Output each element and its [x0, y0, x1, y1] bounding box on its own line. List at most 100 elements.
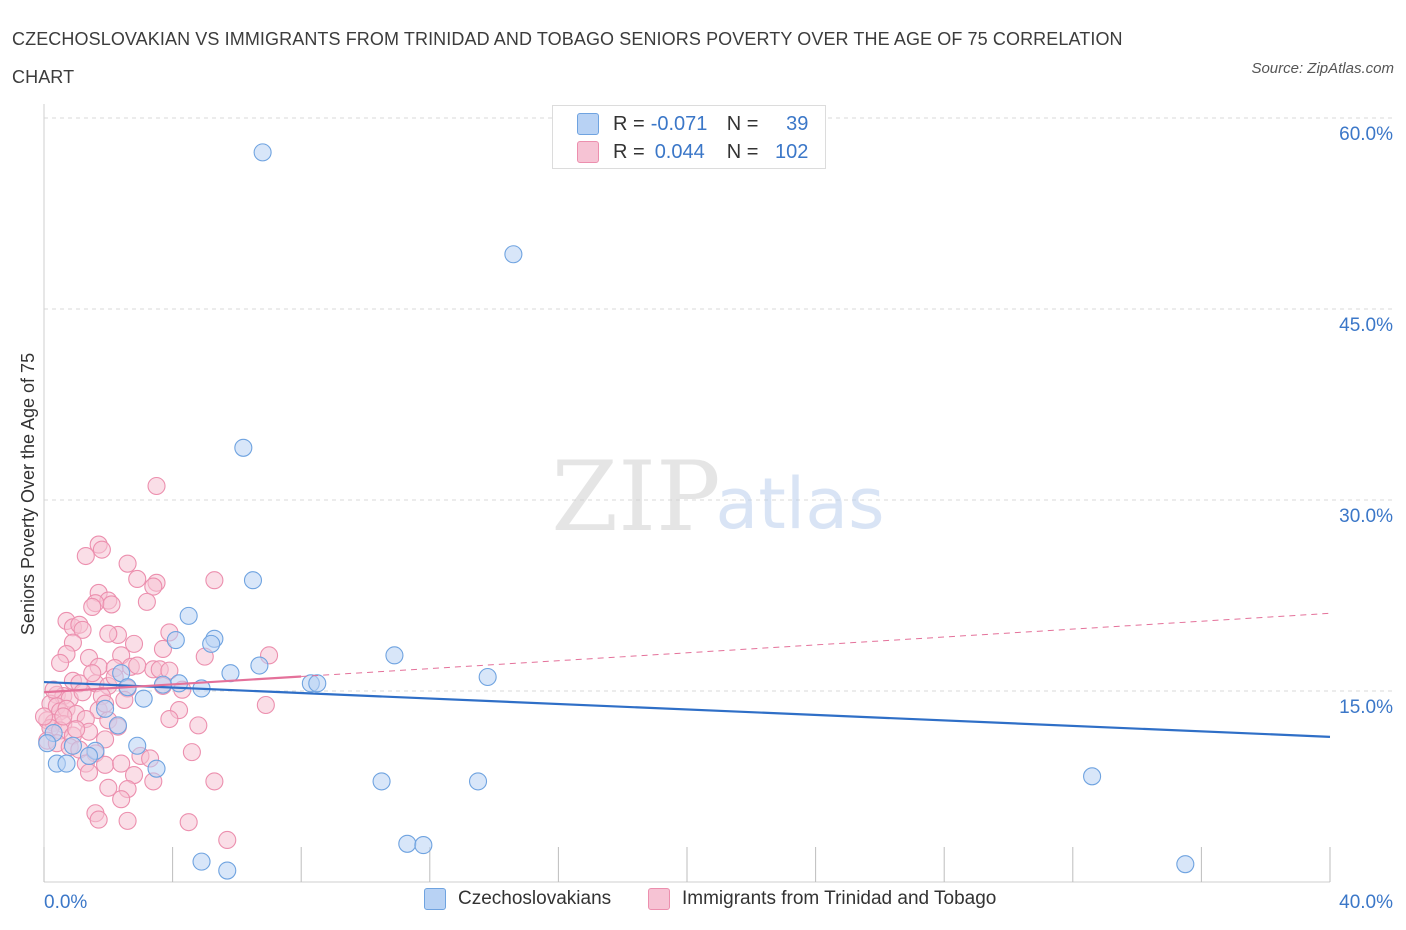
watermark-atlas: atlas — [715, 463, 884, 545]
trinidad-point — [160, 709, 179, 729]
trinidad-point — [99, 624, 118, 643]
series-swatch-pink — [648, 888, 670, 910]
chart-title: CZECHOSLOVAKIAN VS IMMIGRANTS FROM TRINI… — [12, 29, 1123, 87]
czech-point — [192, 852, 211, 871]
y-axis-label: Seniors Poverty Over the Age of 75 — [18, 353, 38, 635]
trinidad-point — [79, 763, 99, 782]
trinidad-point — [92, 540, 111, 559]
series-legend-trinidad[interactable]: Immigrants from Trinidad and Tobago — [648, 888, 996, 910]
trinidad-point — [67, 720, 86, 739]
legend-n-value: 102 — [775, 140, 809, 163]
data-points — [34, 143, 1195, 880]
legend-row-trinidad: R = 0.044 N = 102 — [577, 138, 808, 166]
trinidad-point — [73, 683, 92, 702]
grid-lines — [44, 117, 1392, 692]
x-tick-label: 40.0% — [1339, 892, 1393, 913]
czech-point — [372, 772, 391, 791]
trinidad-point — [89, 810, 108, 829]
axes — [43, 104, 1331, 883]
trinidad-point — [256, 695, 275, 715]
trinidad-point — [76, 546, 95, 566]
czech-point — [1176, 855, 1195, 874]
trinidad-point — [218, 830, 237, 850]
trinidad-point — [128, 656, 147, 675]
czech-point — [218, 861, 237, 880]
stats-legend: R = -0.071 N = 39 R = 0.044 N = 102 — [552, 105, 826, 169]
trend-lines — [43, 612, 1331, 738]
trinidad-point — [124, 634, 144, 653]
watermark-zip: ZIP — [551, 441, 720, 553]
czech-point — [250, 656, 269, 675]
czech-point — [63, 736, 82, 755]
trinidad-trend-extension — [301, 612, 1331, 677]
trinidad-point — [205, 772, 224, 791]
legend-n-label: N = — [726, 140, 759, 163]
trinidad-point — [137, 592, 156, 611]
trinidad-point — [182, 743, 201, 762]
legend-r-label: R = — [613, 140, 645, 163]
trinidad-point — [83, 664, 102, 683]
trinidad-point — [73, 620, 92, 639]
czech-trend-line — [43, 680, 1331, 738]
trinidad-point — [153, 639, 173, 659]
trinidad-point — [112, 754, 131, 773]
legend-swatch-pink — [577, 141, 599, 163]
czech-point — [108, 716, 127, 735]
czech-point — [243, 571, 263, 590]
trinidad-point — [112, 790, 131, 809]
czech-point — [398, 834, 417, 853]
czech-point — [504, 245, 523, 264]
source-label: Source: ZipAtlas.com — [1251, 60, 1394, 77]
y-tick-label: 60.0% — [1339, 124, 1393, 145]
czech-point — [253, 143, 272, 162]
legend-n-value: 39 — [786, 112, 809, 135]
czech-point — [202, 634, 221, 653]
czech-point — [1083, 767, 1102, 786]
trinidad-point — [34, 707, 54, 726]
trinidad-point — [51, 653, 70, 673]
czech-point — [79, 746, 99, 765]
legend-row-czechoslovakians: R = -0.071 N = 39 — [577, 110, 808, 138]
czech-point — [468, 772, 488, 791]
series-legend-czechoslovakians[interactable]: Czechoslovakians — [424, 888, 611, 910]
trinidad-point — [205, 571, 224, 590]
series-label: Czechoslovakians — [458, 888, 612, 909]
czech-point — [166, 631, 185, 650]
czech-point — [385, 646, 404, 665]
trinidad-point — [189, 716, 208, 735]
czech-point — [179, 606, 198, 625]
trinidad-point — [83, 597, 102, 617]
trinidad-point — [44, 680, 63, 699]
czech-point — [128, 736, 147, 755]
czech-point — [478, 667, 497, 687]
y-tick-label: 30.0% — [1339, 506, 1393, 527]
trinidad-point — [102, 595, 121, 614]
series-label: Immigrants from Trinidad and Tobago — [682, 888, 997, 909]
legend-r-value: 0.044 — [654, 140, 705, 163]
series-legend: Czechoslovakians Immigrants from Trinida… — [0, 888, 1406, 916]
series-swatch-blue — [424, 888, 446, 910]
czech-point — [234, 438, 253, 457]
czech-point — [221, 664, 240, 683]
czech-point — [308, 674, 327, 693]
czech-point — [134, 689, 153, 708]
czech-point — [96, 699, 115, 718]
trinidad-point — [128, 569, 147, 588]
czech-point — [57, 754, 76, 773]
x-tick-label: 0.0% — [44, 892, 87, 913]
trinidad-point — [54, 707, 73, 726]
trinidad-point — [118, 554, 137, 573]
trinidad-point — [118, 811, 137, 830]
trinidad-point — [147, 476, 166, 496]
y-tick-label: 45.0% — [1339, 315, 1393, 336]
legend-n-label: N = — [726, 112, 759, 135]
y-tick-label: 15.0% — [1339, 697, 1393, 718]
czech-point — [414, 836, 433, 855]
trinidad-point — [144, 577, 163, 596]
trinidad-point — [179, 813, 198, 832]
trinidad-trend-line — [43, 675, 302, 694]
czech-point — [147, 759, 166, 778]
tick-labels: 15.0% 30.0% 45.0% 60.0% 0.0% 40.0% — [44, 124, 1393, 913]
legend-r-value: -0.071 — [650, 112, 708, 135]
